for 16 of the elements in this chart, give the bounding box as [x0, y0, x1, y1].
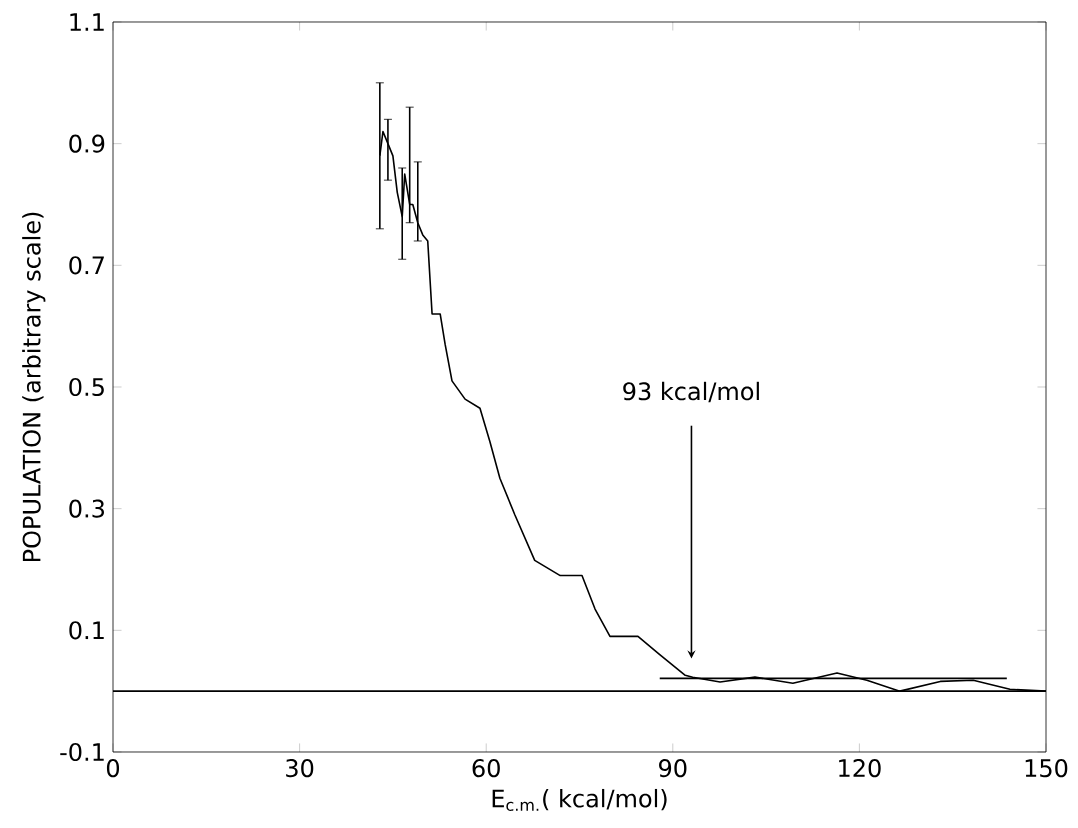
x-tick-label: 90 — [659, 759, 687, 778]
y-tick-label: 0.1 — [69, 621, 104, 640]
x-tick-label: 120 — [839, 759, 881, 778]
x-tick-label: 0 — [106, 759, 120, 778]
x-tick-label: 30 — [286, 759, 314, 778]
x-axis-title: E$_{c.m.}$( kcal/mol) — [492, 788, 667, 811]
y-tick-label: 0.9 — [69, 134, 105, 153]
x-tick-label: 60 — [472, 759, 500, 778]
y-tick-label: 0.3 — [69, 499, 104, 518]
x-tick-label: 150 — [1025, 759, 1068, 778]
y-tick-label: 1.1 — [70, 13, 104, 31]
y-tick-label: 0.7 — [69, 256, 104, 275]
y-tick-label: 0.5 — [69, 377, 104, 397]
y-tick-label: -0.1 — [60, 742, 104, 762]
annotation: 93 kcal/mol — [623, 381, 759, 403]
y-axis-title: POPULATION (arbitrary scale) — [22, 212, 46, 562]
